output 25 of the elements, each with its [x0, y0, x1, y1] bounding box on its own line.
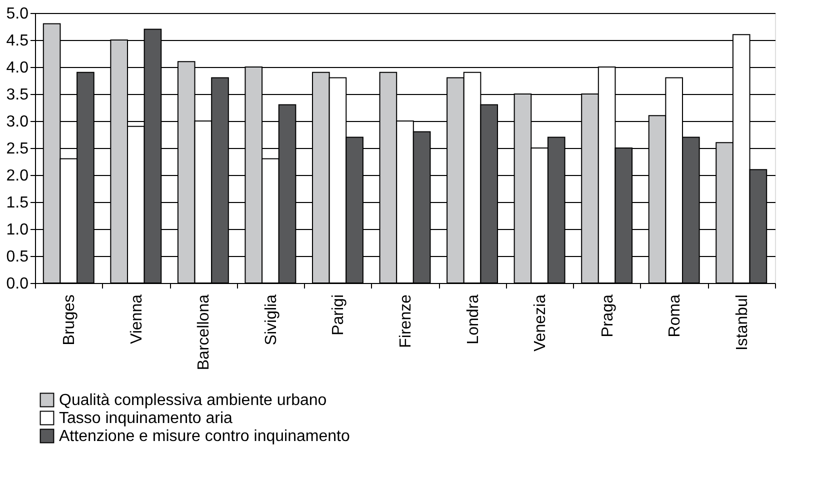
y-tick-label: 5.0	[6, 6, 29, 22]
x-tick-label: Parigi	[330, 294, 348, 336]
x-tick-label: Barcellona	[196, 294, 213, 370]
x-tick-label: Praga	[599, 294, 616, 338]
y-tick-label: 4.0	[6, 60, 29, 76]
y-tick-label: 3.0	[6, 114, 29, 130]
x-tick-label: Bruges	[61, 294, 78, 346]
y-tick-label: 4.5	[6, 32, 29, 50]
legend-label: Attenzione e misure contro inquinamento	[59, 428, 350, 445]
y-tick-label: 2.0	[6, 168, 29, 184]
x-tick-label: Siviglia	[262, 294, 280, 346]
x-tick-label: Roma	[666, 294, 684, 338]
y-tick-label: 0.0	[6, 276, 29, 292]
legend-label: Qualità complessiva ambiente urbano	[59, 392, 327, 409]
y-tick-label: 1.5	[6, 194, 29, 212]
y-tick-label: 0.5	[6, 248, 29, 266]
x-tick-label: Venezia	[532, 294, 550, 352]
x-tick-label: Vienna	[128, 294, 146, 344]
x-tick-label: Firenze	[398, 294, 414, 348]
y-tick-label: 2.5	[6, 140, 29, 158]
x-tick-label: Londra	[464, 294, 482, 344]
legend-label: Tasso inquinamento aria	[59, 410, 233, 427]
x-tick-label: Istanbul	[734, 294, 751, 351]
y-tick-label: 3.5	[6, 86, 29, 104]
y-tick-label: 1.0	[6, 222, 29, 238]
